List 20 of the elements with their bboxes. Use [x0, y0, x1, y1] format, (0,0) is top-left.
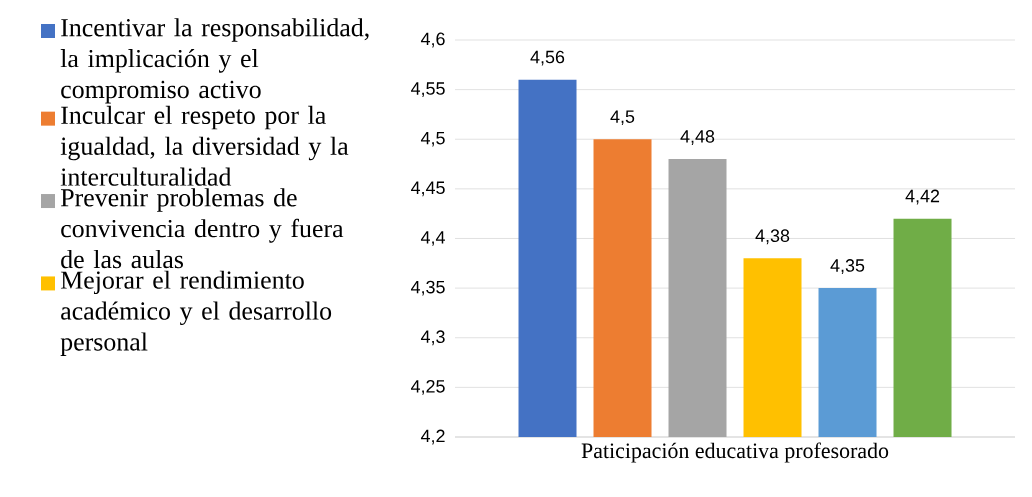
data-label: 4,48	[680, 130, 715, 145]
data-label: 4,38	[755, 229, 790, 245]
legend-label: Incentivar la responsabilidad, la implicación y el compromiso activo	[60, 18, 369, 104]
y-tick-label: 4,4	[420, 231, 445, 246]
x-tick-label: Paticipación educativa profesorado	[581, 442, 889, 463]
y-tick-label: 4,25	[410, 379, 445, 395]
y-tick-label: 4,3	[420, 330, 445, 346]
y-tick-label: 4,55	[410, 82, 445, 97]
y-tick-label: 4,5	[420, 131, 445, 147]
legend-label: Inculcar el respeto por la igualdad, la diversidad y la interculturalidad	[60, 105, 349, 186]
data-label: 4,5	[610, 110, 635, 126]
data-label: 4,56	[530, 50, 565, 66]
legend-label: Prevenir problemas de convivencia dentro y fuera de las aulas	[60, 188, 344, 269]
data-label: 4,35	[830, 259, 865, 274]
y-tick-label: 4,6	[420, 32, 445, 48]
legend-label: Mejorar el rendimiento académico y el desarrollo personal	[60, 270, 332, 356]
data-label: 4,42	[905, 189, 940, 205]
y-tick-label: 4,35	[410, 280, 445, 296]
y-tick-label: 4,2	[420, 429, 445, 445]
y-tick-label: 4,45	[410, 181, 445, 197]
